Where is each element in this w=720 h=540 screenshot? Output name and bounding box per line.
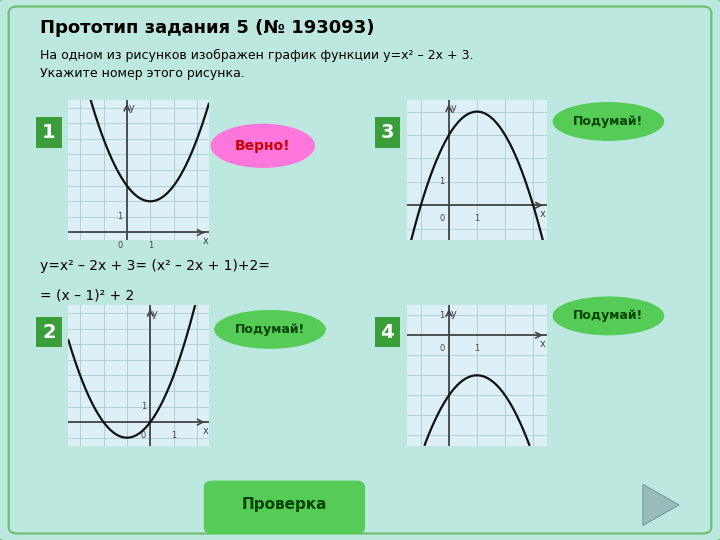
FancyBboxPatch shape bbox=[204, 481, 365, 534]
Text: x: x bbox=[540, 339, 546, 349]
Polygon shape bbox=[643, 484, 679, 525]
Text: 0: 0 bbox=[117, 241, 122, 250]
Text: На одном из рисунков изображен график функции y=x² – 2x + 3.: На одном из рисунков изображен график фу… bbox=[40, 49, 473, 62]
Text: Прототип задания 5 (№ 193093): Прототип задания 5 (№ 193093) bbox=[40, 19, 374, 37]
Text: y: y bbox=[152, 308, 158, 319]
Text: 1: 1 bbox=[148, 241, 153, 250]
Text: Верно!: Верно! bbox=[235, 139, 291, 153]
Text: 1: 1 bbox=[42, 123, 55, 142]
Text: 4: 4 bbox=[381, 322, 394, 342]
Text: 0: 0 bbox=[141, 430, 146, 440]
Text: 1: 1 bbox=[171, 430, 176, 440]
Text: x: x bbox=[540, 208, 546, 219]
Ellipse shape bbox=[553, 102, 664, 141]
Text: Подумай!: Подумай! bbox=[573, 309, 644, 322]
Ellipse shape bbox=[215, 310, 325, 349]
Text: 1: 1 bbox=[474, 343, 480, 353]
Text: = (x – 1)² + 2: = (x – 1)² + 2 bbox=[40, 289, 134, 303]
Text: 1: 1 bbox=[117, 212, 122, 221]
Text: Проверка: Проверка bbox=[242, 497, 327, 512]
Ellipse shape bbox=[211, 124, 315, 168]
Ellipse shape bbox=[553, 296, 664, 335]
Text: Подумай!: Подумай! bbox=[235, 323, 305, 336]
Text: y: y bbox=[450, 308, 456, 319]
Text: y: y bbox=[450, 103, 456, 113]
Text: Укажите номер этого рисунка.: Укажите номер этого рисунка. bbox=[40, 68, 245, 80]
Text: 2: 2 bbox=[42, 322, 55, 342]
Text: 1: 1 bbox=[141, 402, 146, 411]
Text: 0: 0 bbox=[439, 214, 445, 222]
Text: 1: 1 bbox=[439, 310, 445, 320]
Text: 1: 1 bbox=[439, 177, 445, 186]
Text: x: x bbox=[202, 236, 208, 246]
Text: y: y bbox=[128, 103, 134, 113]
Text: Подумай!: Подумай! bbox=[573, 115, 644, 128]
Text: x: x bbox=[202, 426, 208, 436]
Text: 3: 3 bbox=[381, 123, 394, 142]
Text: y=x² – 2x + 3= (x² – 2x + 1)+2=: y=x² – 2x + 3= (x² – 2x + 1)+2= bbox=[40, 259, 269, 273]
Text: 1: 1 bbox=[474, 214, 480, 222]
Text: 0: 0 bbox=[439, 343, 445, 353]
